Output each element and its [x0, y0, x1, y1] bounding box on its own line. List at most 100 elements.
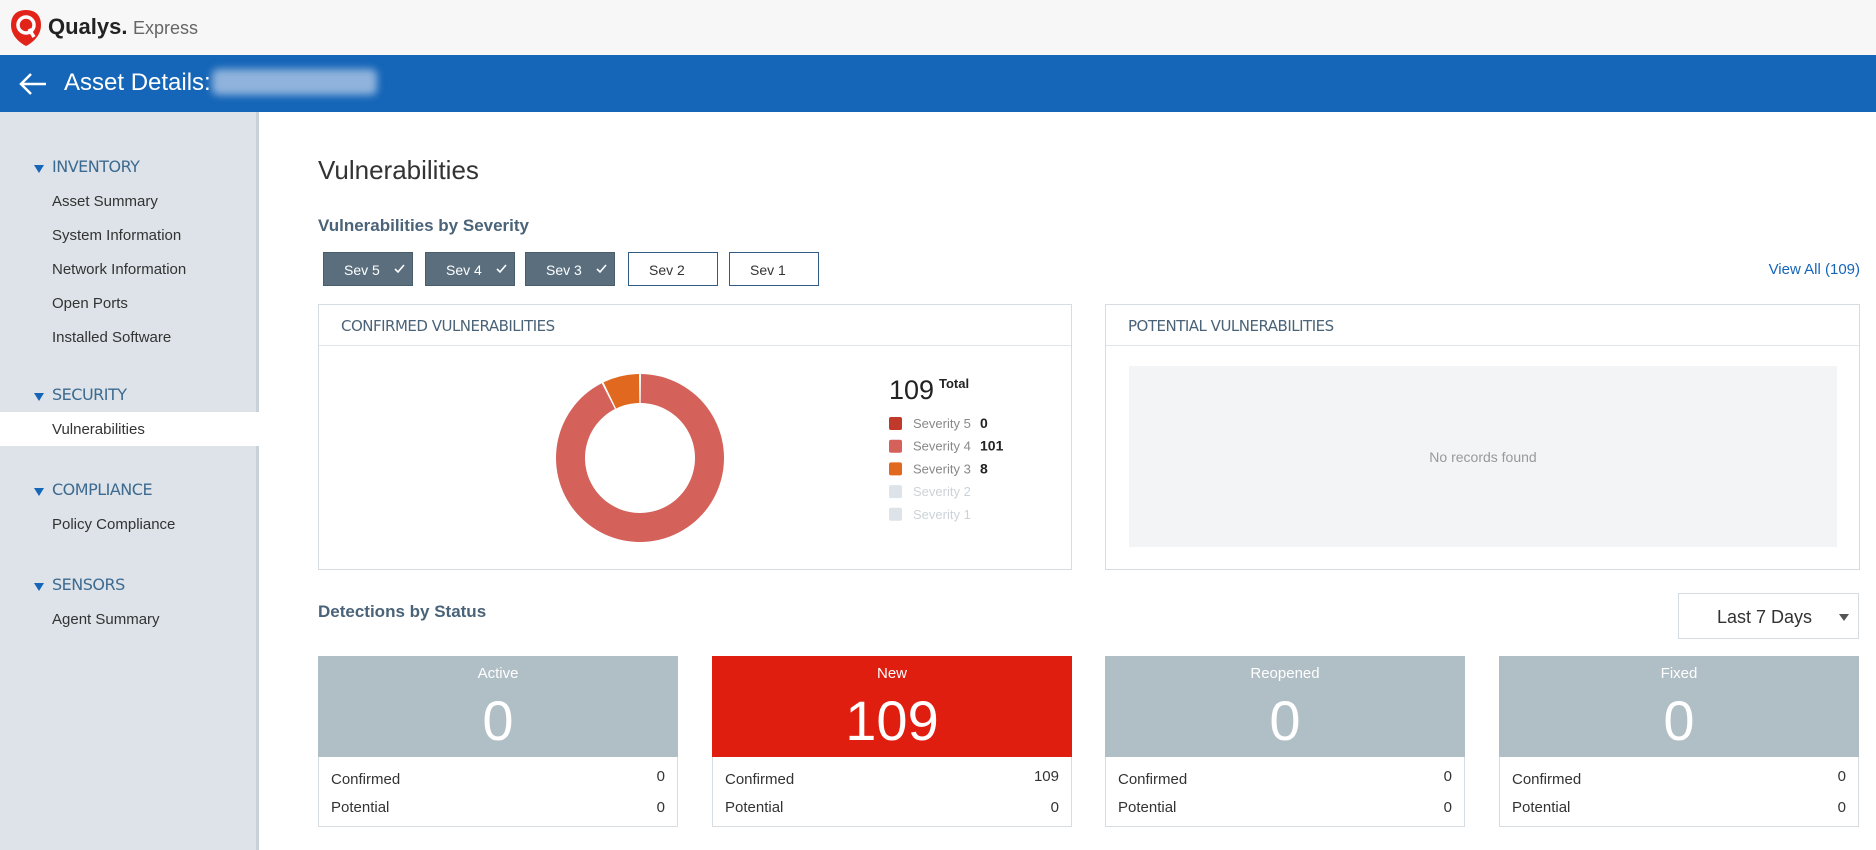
legend-label: Severity 5: [913, 416, 971, 431]
card-value: 0: [1269, 689, 1301, 752]
status-card: Active 0 Confirmed 0 Potential 0: [318, 656, 678, 827]
panel-header-line: [319, 345, 1071, 346]
row-label: Potential: [1118, 799, 1177, 816]
row-label: Confirmed: [1512, 771, 1582, 788]
nav-item[interactable]: Open Ports: [52, 295, 128, 312]
legend-swatch: [889, 439, 902, 453]
legend-value: 101: [980, 438, 1004, 454]
row-value: 0: [1443, 799, 1452, 816]
check-icon: [394, 264, 405, 274]
card-value: 109: [845, 689, 939, 752]
card-header: Reopened 0: [1105, 656, 1465, 757]
legend-value: 0: [980, 415, 988, 431]
brand: Qualys.: [48, 14, 128, 39]
severity-filter[interactable]: Sev 2: [628, 252, 718, 286]
legend-swatch: [889, 462, 902, 476]
view-all-link[interactable]: View All (109): [1768, 261, 1860, 278]
donut-chart: 109 Total Severity 5 0 Severity 4 101 Severity…: [556, 374, 1004, 542]
donut-segment: [603, 374, 640, 409]
page-heading: Asset Details:: [64, 69, 211, 96]
legend-label: Severity 1: [913, 507, 971, 522]
status-card: Fixed 0 Confirmed 0 Potential 0: [1499, 656, 1859, 827]
nav-item[interactable]: Asset Summary: [52, 193, 158, 210]
donut-segment: [556, 374, 724, 542]
potential-panel: POTENTIAL VULNERABILITIES No records foun…: [1105, 304, 1860, 570]
card-label: Reopened: [1250, 665, 1320, 682]
section-caret: [34, 393, 44, 401]
nav-item[interactable]: Agent Summary: [52, 611, 160, 628]
total-value: 109: [889, 375, 934, 405]
section-caret: [34, 165, 44, 173]
nav-item[interactable]: Installed Software: [52, 329, 172, 346]
row-label: Potential: [1512, 799, 1571, 816]
nav-item[interactable]: System Information: [52, 227, 182, 244]
section-caret: [34, 583, 44, 591]
dropdown-value: Last 7 Days: [1717, 607, 1813, 627]
severity-filter[interactable]: Sev 5: [323, 252, 413, 286]
card-label: Fixed: [1660, 665, 1698, 682]
legend-label: Severity 3: [913, 461, 971, 476]
legend-value: 8: [980, 460, 988, 476]
legend-label: Severity 2: [913, 484, 971, 499]
row-value: 0: [656, 799, 665, 816]
severity-filter[interactable]: Sev 3: [525, 252, 615, 286]
row-value: 0: [1837, 799, 1846, 816]
nav-item[interactable]: Policy Compliance: [52, 516, 176, 533]
filter-label: Sev 3: [546, 262, 582, 278]
empty-state: No records found: [1129, 366, 1837, 547]
check-icon: [596, 264, 607, 274]
section-label[interactable]: INVENTORY: [52, 157, 140, 176]
product: Express: [133, 18, 199, 38]
empty-text: No records found: [1429, 448, 1537, 465]
nav-item[interactable]: Network Information: [52, 261, 187, 278]
nav-item[interactable]: Vulnerabilities: [52, 421, 145, 438]
legend-label: Severity 4: [913, 439, 971, 454]
filter-label: Sev 5: [344, 262, 380, 278]
row-label: Confirmed: [1118, 771, 1188, 788]
card-value: 0: [482, 689, 514, 752]
section-label[interactable]: SECURITY: [52, 385, 127, 404]
card-header: New 109: [712, 656, 1072, 757]
section-caret: [34, 488, 44, 496]
row-value: 0: [656, 768, 665, 785]
top-header: Qualys. Express: [0, 0, 1876, 56]
row-label: Confirmed: [725, 771, 795, 788]
blurred-address: [212, 69, 377, 95]
status-card: New 109 Confirmed 109 Potential 0: [712, 656, 1072, 827]
panel-title: CONFIRMED VULNERABILITIES: [341, 317, 555, 335]
legend-swatch: [889, 417, 902, 430]
title-bar: Asset Details:: [0, 55, 1876, 112]
card-label: Active: [477, 665, 519, 682]
filter-label: Sev 1: [750, 262, 786, 278]
range-dropdown[interactable]: Last 7 Days: [1678, 593, 1859, 639]
logo: [11, 10, 41, 46]
row-label: Confirmed: [331, 771, 401, 788]
check: [496, 264, 507, 274]
panel-title: POTENTIAL VULNERABILITIES: [1128, 317, 1334, 335]
card-header: Fixed 0: [1499, 656, 1859, 757]
row-value: 0: [1837, 768, 1846, 785]
dropdown-caret: [1839, 614, 1849, 621]
card-header: Active 0: [318, 656, 678, 757]
status-card: Reopened 0 Confirmed 0 Potential 0: [1105, 656, 1465, 827]
confirmed-panel: CONFIRMED VULNERABILITIES 109 Total Severit…: [318, 304, 1072, 570]
row-value: 109: [1033, 768, 1059, 785]
row-value: 0: [1050, 799, 1059, 816]
severity-filter[interactable]: Sev 1: [729, 252, 819, 286]
back-arrow[interactable]: [18, 71, 48, 97]
row-label: Potential: [331, 799, 390, 816]
row-value: 0: [1443, 768, 1452, 785]
subheading: Detections by Status: [318, 602, 487, 621]
filter-label: Sev 4: [446, 262, 482, 278]
filter-label: Sev 2: [649, 262, 685, 278]
section-label[interactable]: COMPLIANCE: [52, 480, 153, 499]
card-value: 0: [1663, 689, 1695, 752]
card-label: New: [876, 665, 907, 682]
row-label: Potential: [725, 799, 784, 816]
section-label[interactable]: SENSORS: [52, 575, 125, 594]
severity-filter[interactable]: Sev 4: [425, 252, 515, 286]
check-icon: [496, 264, 507, 274]
section-title: Vulnerabilities: [318, 155, 479, 185]
subheading: Vulnerabilities by Severity: [318, 216, 530, 235]
